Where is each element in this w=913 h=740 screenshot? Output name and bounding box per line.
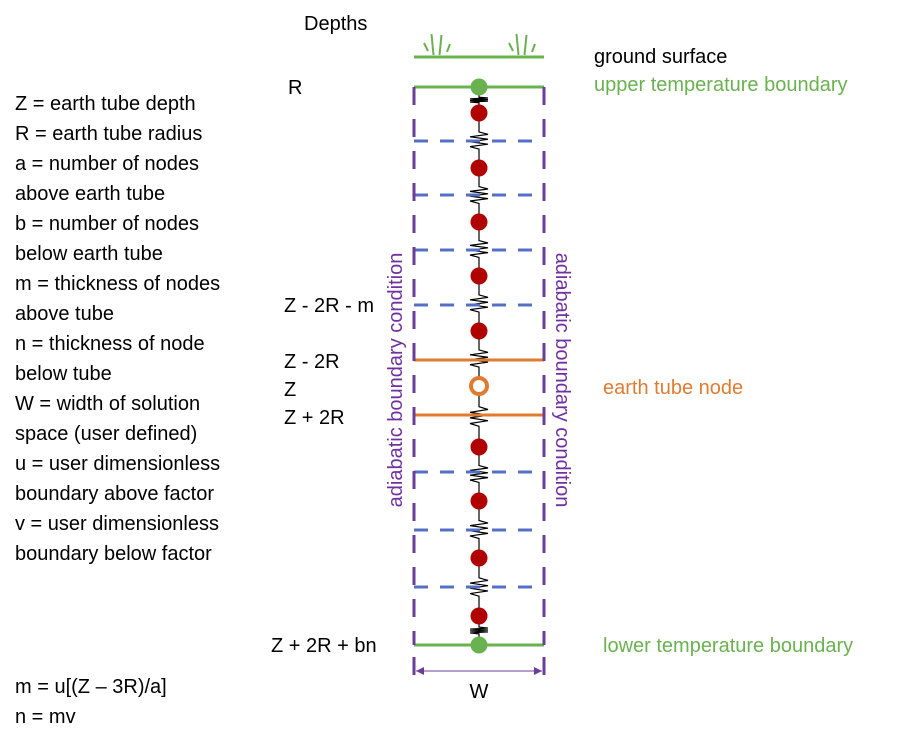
solution-space (412, 33, 546, 675)
depth-bottom: Z + 2R + bn (271, 635, 377, 657)
legend-line: boundary below factor (15, 543, 212, 565)
depth-above: Z - 2R - m (284, 295, 374, 317)
legend-line: boundary above factor (15, 483, 214, 505)
legend-line: above tube (15, 303, 114, 325)
grass-icon (508, 33, 536, 56)
depth-top-tube: Z - 2R (284, 351, 340, 373)
adiabatic-left-label: adiabatic boundary condition (385, 253, 407, 508)
depth-r: R (288, 77, 302, 99)
upper-boundary-node (470, 78, 488, 96)
earth-tube-node-label: earth tube node (603, 377, 743, 399)
thermal-resistance-spring (469, 93, 489, 107)
legend-line: space (user defined) (15, 423, 197, 445)
depths-title: Depths (304, 13, 367, 35)
legend-line: v = user dimensionless (15, 513, 219, 535)
upper-boundary-label: upper temperature boundary (594, 74, 848, 96)
soil-node (470, 607, 488, 625)
lower-boundary-node (470, 636, 488, 654)
formula-n: n = mv (15, 706, 76, 728)
legend-line: W = width of solution (15, 393, 200, 415)
legend-line: u = user dimensionless (15, 453, 220, 475)
depth-z: Z (284, 379, 296, 401)
soil-node (470, 213, 488, 231)
depth-bottom-tube: Z + 2R (284, 407, 345, 429)
thermal-resistance-spring (469, 453, 489, 495)
formula-m: m = u[(Z – 3R)/a] (15, 676, 167, 698)
legend-line: below tube (15, 363, 112, 385)
soil-node (470, 104, 488, 122)
legend-line: R = earth tube radius (15, 123, 202, 145)
legend-line: below earth tube (15, 243, 163, 265)
width-label: W (470, 681, 489, 703)
soil-node (470, 267, 488, 285)
lower-boundary-label: lower temperature boundary (603, 635, 853, 657)
legend-line: above earth tube (15, 183, 165, 205)
soil-node (470, 492, 488, 510)
ground-surface-label: ground surface (594, 46, 727, 68)
soil-node (470, 549, 488, 567)
grass-icon (423, 33, 451, 56)
legend-line: a = number of nodes (15, 153, 199, 175)
soil-node (470, 322, 488, 340)
soil-node (470, 159, 488, 177)
legend-line: b = number of nodes (15, 213, 199, 235)
legend-line: n = thickness of node (15, 333, 205, 355)
legend-line: Z = earth tube depth (15, 93, 196, 115)
adiabatic-right-label: adiabatic boundary condition (551, 253, 573, 508)
soil-node (470, 438, 488, 456)
thermal-resistance-spring (469, 622, 489, 639)
legend-line: m = thickness of nodes (15, 273, 220, 295)
earth-tube-node (469, 376, 489, 396)
variable-legend: Z = earth tube depth R = earth tube radiu… (15, 93, 220, 565)
